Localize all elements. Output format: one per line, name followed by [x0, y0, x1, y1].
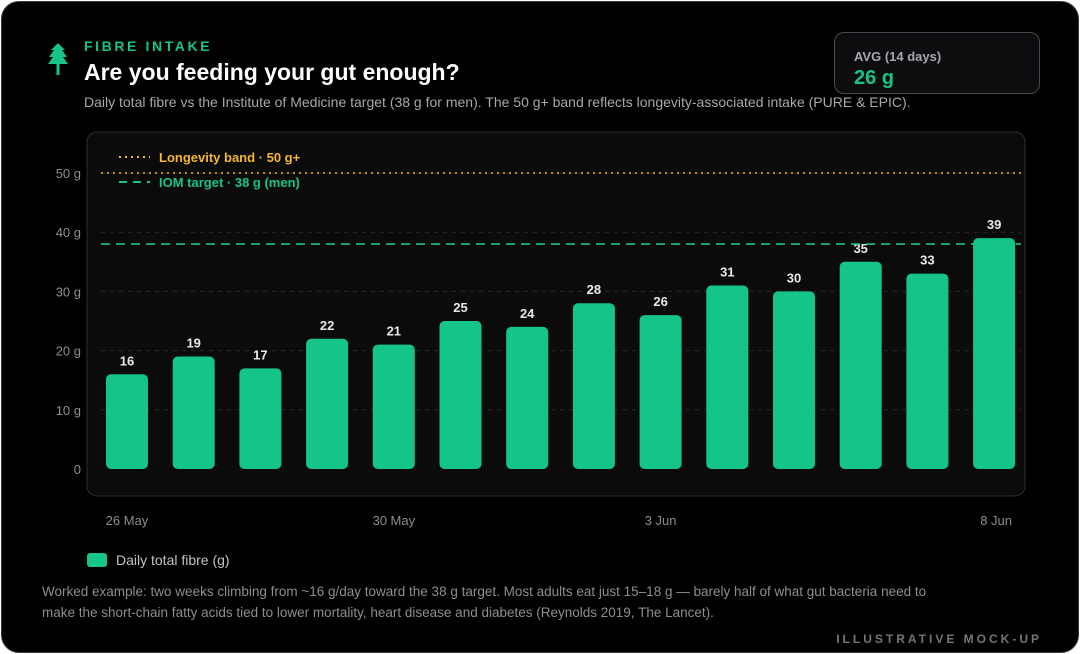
data-label: 24 — [520, 306, 535, 321]
data-label: 26 — [653, 294, 667, 309]
y-axis-ticks: 0 10 g 20 g 30 g 40 g 50 g — [56, 166, 81, 477]
chart-kicker: FIBRE INTAKE — [84, 38, 213, 54]
data-label: 19 — [186, 336, 200, 351]
bar — [106, 374, 148, 469]
average-label: AVG (14 days) — [854, 49, 942, 64]
data-label: 35 — [853, 241, 867, 256]
bar — [839, 261, 882, 469]
data-label: 17 — [253, 347, 267, 362]
bar — [639, 315, 682, 469]
y-tick-label: 0 — [74, 462, 81, 477]
data-label: 25 — [453, 300, 467, 315]
y-tick-label: 20 g — [56, 344, 81, 359]
average-value: 26 g — [854, 67, 895, 89]
data-label: 21 — [387, 324, 401, 339]
watermark-label: ILLUSTRATIVE MOCK-UP — [836, 632, 1042, 646]
bar — [706, 285, 749, 469]
bars — [106, 238, 1016, 469]
chart-title: Are you feeding your gut enough? — [84, 59, 460, 85]
bar — [372, 344, 415, 469]
chart-subtitle: Daily total fibre vs the Institute of Me… — [84, 94, 911, 110]
data-labels: 16 19 17 22 21 25 24 28 26 31 30 35 33 39 — [120, 217, 1002, 368]
reference-lines: Longevity band · 50 g+ IOM target · 38 g … — [101, 150, 1021, 245]
data-label: 39 — [987, 217, 1001, 232]
y-tick-label: 10 g — [56, 403, 81, 418]
legend-swatch — [87, 553, 107, 567]
reference-line-label: IOM target · 38 g (men) — [159, 175, 300, 190]
x-tick-label: 8 Jun — [980, 513, 1012, 528]
data-label: 33 — [920, 253, 934, 268]
data-label: 22 — [320, 318, 334, 333]
data-label: 31 — [720, 264, 734, 279]
bar — [239, 368, 282, 469]
x-tick-label: 30 May — [372, 513, 415, 528]
bar — [306, 338, 349, 469]
x-axis-ticks: 26 May 30 May 3 Jun 8 Jun — [106, 513, 1012, 528]
bar — [773, 291, 815, 469]
bar — [572, 303, 615, 469]
x-tick-label: 3 Jun — [645, 513, 677, 528]
bar — [506, 326, 549, 469]
y-tick-label: 30 g — [56, 284, 81, 299]
x-tick-label: 26 May — [106, 513, 149, 528]
reference-line-label: Longevity band · 50 g+ — [159, 150, 301, 165]
bar — [973, 238, 1016, 469]
legend-label: Daily total fibre (g) — [116, 552, 230, 568]
y-tick-label: 40 g — [56, 225, 81, 240]
bar — [906, 273, 949, 469]
tree-icon — [48, 43, 68, 75]
data-label: 16 — [120, 353, 134, 368]
footnote: Worked example: two weeks climbing from … — [42, 584, 927, 620]
average-summary-card: AVG (14 days) 26 g — [834, 32, 1040, 94]
bar — [439, 321, 482, 469]
data-label: 28 — [587, 282, 601, 297]
bar — [172, 356, 215, 469]
y-tick-label: 50 g — [56, 166, 81, 181]
data-label: 30 — [787, 270, 801, 285]
